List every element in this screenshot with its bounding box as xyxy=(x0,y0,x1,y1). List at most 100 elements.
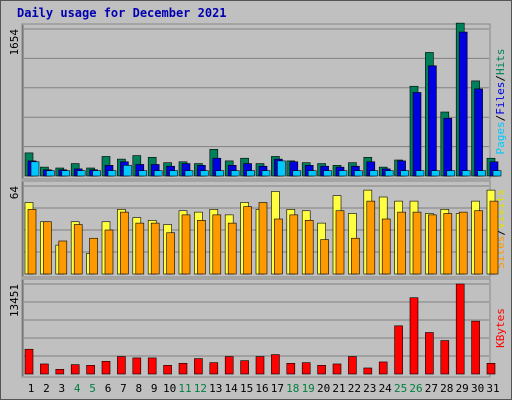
bar-pages xyxy=(61,170,71,177)
bar-pages xyxy=(200,170,209,177)
bar-kbytes xyxy=(378,361,388,375)
bar-kbytes xyxy=(348,356,357,375)
x-tick-label: 23 xyxy=(363,382,376,395)
bar-kbytes xyxy=(255,356,265,375)
bar-pages xyxy=(246,170,255,177)
bar-pages xyxy=(277,160,286,177)
bar-pages xyxy=(461,170,471,177)
y-max-label: 1654 xyxy=(8,29,21,56)
x-tick-label: 31 xyxy=(486,382,499,395)
bar-sites xyxy=(73,224,83,275)
x-tick-label: 11 xyxy=(178,382,191,395)
bar-kbytes xyxy=(455,283,465,375)
bar-pages xyxy=(431,170,440,177)
x-tick-label: 18 xyxy=(286,382,299,395)
x-tick-label: 8 xyxy=(135,382,142,395)
x-tick-label: 1 xyxy=(28,382,35,395)
bar-files xyxy=(412,92,422,177)
bar-pages xyxy=(138,170,148,177)
bar-files xyxy=(443,117,453,177)
bar-pages xyxy=(123,165,132,177)
bar-kbytes xyxy=(363,367,373,375)
bar-kbytes xyxy=(194,358,203,375)
bar-pages xyxy=(292,170,302,177)
bar-sites xyxy=(227,222,237,275)
bar-kbytes xyxy=(209,362,219,375)
bar-sites xyxy=(289,214,299,275)
bar-sites xyxy=(89,237,98,275)
bar-kbytes xyxy=(409,297,419,375)
bar-pages xyxy=(384,170,394,177)
bar-kbytes xyxy=(55,369,65,375)
bar-pages xyxy=(369,170,379,177)
y-max-label: 64 xyxy=(8,186,21,200)
bar-pages xyxy=(76,170,86,177)
x-tick-label: 5 xyxy=(89,382,96,395)
bar-sites xyxy=(166,232,175,275)
bar-kbytes xyxy=(425,332,434,375)
bar-sites xyxy=(212,214,222,275)
x-tick-label: 16 xyxy=(255,382,268,395)
bar-sites xyxy=(197,220,206,275)
bar-files xyxy=(474,88,483,177)
bar-kbytes xyxy=(147,357,157,375)
bar-kbytes xyxy=(394,325,403,375)
bar-kbytes xyxy=(70,364,80,375)
bar-sites xyxy=(43,221,52,275)
series-label-part: Files xyxy=(494,82,507,115)
bar-sites xyxy=(181,214,191,275)
bar-files xyxy=(458,31,468,177)
x-tick-label: 15 xyxy=(240,382,253,395)
bar-sites xyxy=(458,211,468,275)
bar-sites xyxy=(320,239,329,275)
x-tick-label: 6 xyxy=(105,382,112,395)
bar-pages xyxy=(415,170,425,177)
bar-sites xyxy=(381,218,391,275)
x-tick-label: 22 xyxy=(348,382,361,395)
x-tick-label: 29 xyxy=(456,382,469,395)
bar-kbytes xyxy=(117,356,126,375)
bar-sites xyxy=(351,237,360,275)
bar-kbytes xyxy=(86,365,95,375)
bar-pages xyxy=(400,170,409,177)
bar-pages xyxy=(323,170,332,177)
bar-sites xyxy=(335,210,345,275)
series-label: Pages/Files/Hits xyxy=(494,49,507,155)
bar-pages xyxy=(492,170,502,177)
x-tick-label: 7 xyxy=(120,382,127,395)
bar-pages xyxy=(477,170,486,177)
bar-kbytes xyxy=(332,363,342,375)
chart-title: Daily usage for December 2021 xyxy=(17,6,227,20)
bar-sites xyxy=(443,213,453,275)
bar-pages xyxy=(446,170,456,177)
x-tick-label: 30 xyxy=(471,382,484,395)
x-tick-label: 28 xyxy=(440,382,453,395)
bar-sites xyxy=(489,200,499,275)
bar-pages xyxy=(107,170,117,177)
bar-kbytes xyxy=(317,365,326,375)
bar-pages xyxy=(261,170,271,177)
bar-kbytes xyxy=(286,362,296,375)
bar-sites xyxy=(274,218,283,275)
bar-sites xyxy=(258,202,268,275)
x-tick-label: 20 xyxy=(317,382,330,395)
bar-kbytes xyxy=(101,360,111,375)
x-tick-label: 19 xyxy=(302,382,315,395)
x-tick-label: 13 xyxy=(209,382,222,395)
bar-kbytes xyxy=(440,340,450,375)
bar-sites xyxy=(397,211,406,275)
bar-kbytes xyxy=(178,362,188,375)
bar-sites xyxy=(243,206,252,275)
x-tick-label: 27 xyxy=(425,382,438,395)
x-tick-label: 25 xyxy=(394,382,407,395)
bar-sites xyxy=(27,209,37,275)
bar-sites xyxy=(412,211,422,275)
series-label-part: / xyxy=(494,229,507,236)
x-tick-label: 2 xyxy=(43,382,50,395)
bar-kbytes xyxy=(471,320,480,375)
bar-pages xyxy=(215,170,225,177)
series-label-part: / xyxy=(494,75,507,82)
bar-sites xyxy=(428,214,437,275)
bar-sites xyxy=(58,240,68,275)
